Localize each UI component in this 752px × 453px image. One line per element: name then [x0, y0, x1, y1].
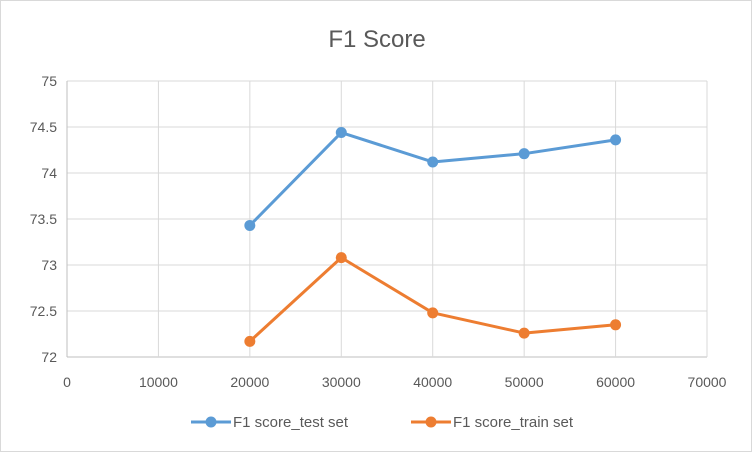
legend-label: F1 score_test set	[233, 414, 349, 431]
x-tick-label: 50000	[505, 374, 544, 390]
x-tick-label: 10000	[139, 374, 178, 390]
legend: F1 score_test set F1 score_train set	[191, 414, 574, 431]
series-2	[244, 252, 622, 347]
data-point	[335, 252, 347, 264]
data-point	[244, 219, 256, 231]
y-tick-label: 74.5	[30, 119, 57, 135]
x-tick-label: 70000	[688, 374, 727, 390]
data-point	[518, 327, 530, 339]
legend-swatch-marker	[425, 416, 437, 428]
x-tick-label: 0	[63, 374, 71, 390]
series-1	[244, 127, 622, 231]
legend-item: F1 score_train set	[411, 414, 574, 431]
legend-item: F1 score_test set	[191, 414, 349, 431]
data-point	[427, 307, 439, 319]
grid	[66, 80, 708, 358]
y-tick-label: 73	[41, 257, 57, 273]
tick-labels: 72 72.5 73 73.5 74 74.5 75 0 10000 20000 30000 4000…	[30, 73, 727, 390]
y-tick-label: 75	[41, 73, 57, 89]
legend-swatch-marker	[205, 416, 217, 428]
data-point	[427, 156, 439, 168]
data-point	[610, 134, 622, 146]
y-tick-label: 72.5	[30, 303, 57, 319]
series	[244, 127, 622, 347]
chart-title: F1 Score	[328, 26, 425, 53]
data-point	[610, 319, 622, 331]
y-tick-label: 72	[41, 349, 57, 365]
legend-label: F1 score_train set	[453, 414, 574, 431]
y-tick-label: 74	[41, 165, 57, 181]
data-point	[518, 148, 530, 160]
x-tick-label: 30000	[322, 374, 361, 390]
data-point	[244, 335, 256, 347]
x-tick-label: 40000	[413, 374, 452, 390]
x-tick-label: 60000	[596, 374, 635, 390]
x-tick-label: 20000	[230, 374, 269, 390]
data-point	[335, 127, 347, 139]
y-tick-label: 73.5	[30, 211, 57, 227]
